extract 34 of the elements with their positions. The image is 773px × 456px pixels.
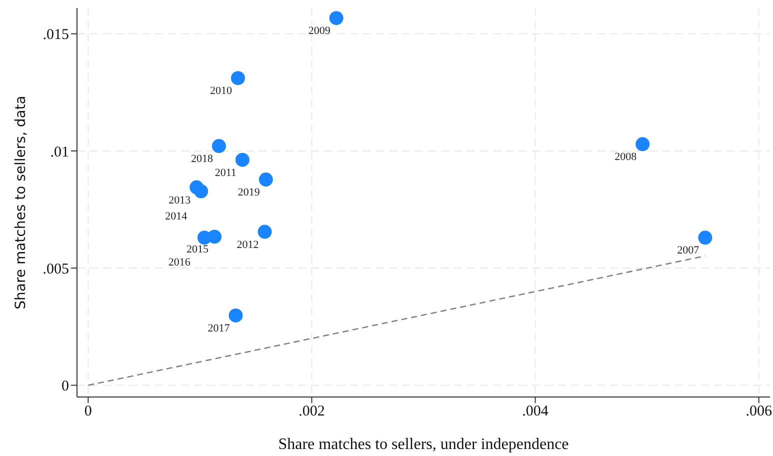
- point: [329, 11, 344, 26]
- annotation: 2013: [168, 194, 192, 206]
- point: [228, 308, 243, 322]
- point: [194, 184, 208, 198]
- annotation: 2015: [186, 244, 209, 256]
- annotation: 2017: [208, 322, 230, 334]
- point: [636, 137, 650, 152]
- point: [212, 139, 226, 154]
- y-tick-label: .015: [42, 27, 69, 44]
- annotation: 2018: [190, 153, 214, 166]
- annotation: 2014: [165, 210, 188, 222]
- y-tick-label: .01: [50, 144, 69, 160]
- x-tick-label: .002: [298, 404, 325, 420]
- annotation: 2009: [308, 25, 331, 38]
- point: [230, 71, 245, 86]
- y-axis-title: Share matches to sellers, data: [12, 96, 29, 310]
- point: [258, 224, 272, 239]
- point: [698, 230, 712, 245]
- point: [235, 152, 250, 167]
- y-tick-label: .005: [42, 261, 69, 278]
- x-axis-title: Share matches to sellers, under independence: [278, 436, 569, 453]
- point: [197, 230, 212, 245]
- annotation: 2012: [236, 238, 259, 251]
- x-tick-label: .004: [522, 404, 549, 420]
- annotation: 2011: [214, 166, 236, 179]
- annotation: 2007: [677, 244, 700, 257]
- annotation: 2019: [238, 186, 260, 199]
- y-tick-label: 0: [62, 378, 69, 395]
- point: [258, 172, 273, 187]
- x-tick-label: 0: [84, 404, 92, 420]
- x-tick-label: .006: [746, 404, 772, 420]
- annotation: 2016: [168, 256, 191, 269]
- annotation: 2008: [614, 151, 638, 164]
- annotation: 2010: [210, 85, 232, 98]
